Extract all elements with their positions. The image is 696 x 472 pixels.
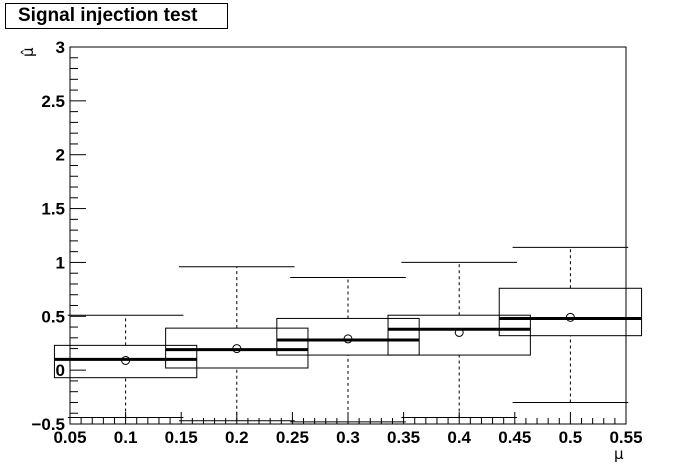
- box-body: [387, 314, 531, 356]
- x-tick-label: 0.4: [447, 428, 471, 447]
- chart-title: Signal injection test: [5, 3, 228, 29]
- box-1: [53, 314, 198, 419]
- y-axis-title: μ̂: [19, 47, 37, 57]
- box-body: [276, 317, 420, 356]
- x-tick-label: 0.35: [387, 428, 420, 447]
- x-tick-label: 0.5: [559, 428, 583, 447]
- box-body: [498, 287, 643, 337]
- mean-marker: [121, 355, 131, 365]
- x-tick-label: 0.25: [276, 428, 309, 447]
- mean-marker: [232, 344, 242, 354]
- mean-marker: [343, 334, 353, 344]
- box-5: [498, 246, 643, 403]
- box-body: [53, 344, 198, 379]
- y-tick-label: −0.5: [31, 415, 65, 434]
- y-tick-label: 2: [56, 146, 65, 165]
- x-tick-label: 0.05: [53, 428, 86, 447]
- mean-marker: [454, 327, 464, 337]
- box-2: [165, 266, 309, 422]
- box-body: [165, 327, 309, 369]
- y-tick-label: 0.5: [41, 307, 65, 326]
- box-4: [387, 261, 531, 419]
- x-tick-label: 0.55: [609, 428, 642, 447]
- x-tick-label: 0.3: [336, 428, 360, 447]
- x-tick-label: 0.15: [165, 428, 198, 447]
- y-tick-label: 3: [56, 38, 65, 57]
- x-tick-label: 0.2: [225, 428, 249, 447]
- x-tick-label: 0.1: [114, 428, 138, 447]
- box-series: [53, 246, 643, 423]
- axis-ticks: [69, 46, 627, 425]
- y-tick-label: 0: [56, 361, 65, 380]
- x-tick-label: 0.45: [498, 428, 531, 447]
- y-tick-label: 2.5: [41, 92, 65, 111]
- y-tick-label: 1.5: [41, 200, 65, 219]
- tick-labels: 0.05 0.1 0.15 0.2 0.25 0.3 0.35 0.4 0.45 0.5 0.55 −…: [31, 38, 642, 447]
- mean-marker: [565, 312, 575, 322]
- y-tick-label: 1: [56, 253, 65, 272]
- x-axis-title: μ: [614, 445, 624, 463]
